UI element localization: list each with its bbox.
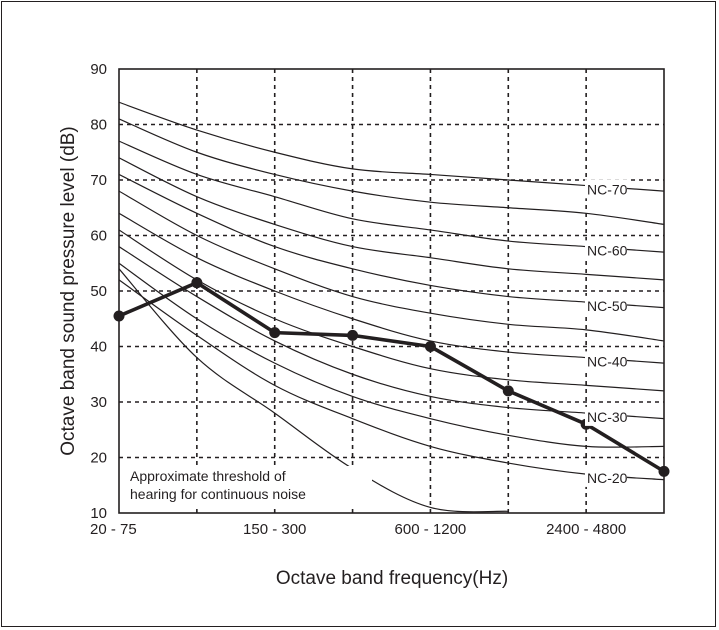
nc-label-nc-60: NC-60	[587, 242, 628, 258]
threshold-line	[118, 268, 509, 513]
nc-curve-labels: NC-70 NC-60 NC-50 NC-40 NC-30 NC-20	[585, 179, 628, 487]
nc-curve-nc-60	[119, 140, 664, 253]
y-tick-label: 90	[90, 61, 107, 78]
measured-point	[269, 327, 281, 339]
nc-label-bg	[585, 240, 627, 260]
measured-point	[424, 341, 436, 352]
nc-label-nc-50: NC-50	[587, 298, 628, 314]
nc-label-bg	[585, 467, 627, 487]
threshold-annotation-line: Approximate threshold of	[130, 468, 286, 484]
nc-label-bg	[585, 351, 627, 371]
x-tick-label: 20 - 75	[90, 521, 137, 538]
nc-curve-nc-50	[119, 173, 664, 309]
nc-label-bg	[585, 295, 627, 315]
x-tick-label: 600 - 1200	[395, 521, 467, 538]
y-tick-label: 50	[90, 283, 107, 300]
y-axis-ticks: 10 20 30 40 50 60 70 80 90	[90, 61, 107, 522]
y-axis-title: Octave band sound pressure level (dB)	[58, 126, 79, 456]
threshold-annotation-line: hearing for continuous noise	[130, 486, 306, 502]
nc-label-bg	[585, 406, 627, 426]
plot-area-border	[118, 68, 665, 514]
annotation-bg	[126, 466, 372, 506]
y-tick-label: 10	[90, 505, 107, 522]
x-axis-ticks: 20 - 75 150 - 300 600 - 1200 2400 - 4800	[90, 521, 626, 538]
measured-point	[191, 277, 203, 289]
nc-curve-nc-30	[119, 246, 664, 420]
threshold-annotation: Approximate threshold of hearing for cont…	[126, 466, 372, 506]
nc-label-nc-40: NC-40	[587, 353, 628, 369]
nc-curve-nc-55	[119, 157, 664, 281]
y-tick-label: 40	[90, 339, 107, 356]
nc-curve-nc-70	[119, 101, 664, 192]
measured-line	[118, 280, 665, 473]
y-tick-label: 70	[90, 172, 107, 189]
y-tick-label: 80	[90, 117, 107, 134]
y-tick-label: 30	[90, 394, 107, 411]
threshold-curve	[118, 268, 509, 513]
y-tick-label: 20	[90, 450, 107, 467]
y-tick-label: 60	[90, 228, 107, 245]
measured-point	[502, 385, 514, 397]
nc-curve-nc-40	[119, 212, 664, 364]
nc-curve-nc-65	[119, 118, 664, 225]
x-tick-label: 150 - 300	[243, 521, 306, 538]
nc-curves	[119, 101, 664, 481]
nc-curve-nc-25	[119, 262, 664, 448]
nc-label-nc-20: NC-20	[587, 470, 628, 486]
nc-label-bg	[585, 179, 627, 199]
x-axis-title: Octave band frequency(Hz)	[276, 568, 508, 589]
nc-label-nc-70: NC-70	[587, 181, 628, 197]
nc-curve-nc-45	[119, 190, 664, 342]
nc-curve-nc-35	[119, 229, 664, 392]
measured-point	[347, 329, 359, 341]
nc-label-nc-30: NC-30	[587, 409, 628, 425]
x-tick-label: 2400 - 4800	[546, 521, 626, 538]
nc-curve-nc-20	[119, 279, 664, 481]
